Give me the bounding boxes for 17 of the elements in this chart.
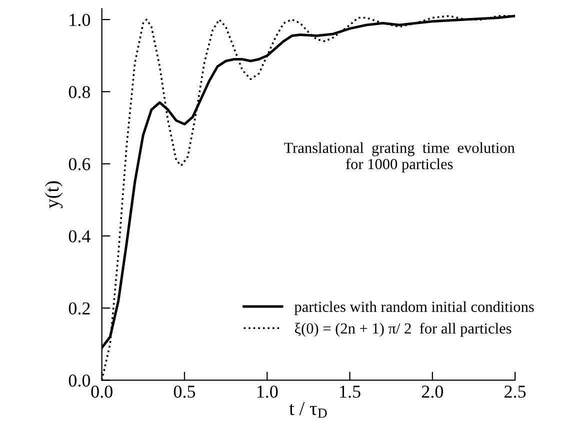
y-axis-title: y(t) — [44, 181, 63, 208]
x-tick-label: 1.0 — [257, 386, 278, 398]
y-tick-label: 0.2 — [68, 302, 90, 315]
y-tick-label: 1.0 — [70, 14, 90, 26]
y-tick-label: 0.8 — [68, 86, 90, 98]
y-tick-label: 0.6 — [68, 158, 90, 170]
legend-label: particles with random initial conditions — [294, 301, 534, 316]
x-axis-title: t / τ$_{D}$ — [289, 402, 327, 418]
annotation: Translational grating time evolution for 1000 particles — [284, 142, 515, 172]
x-tick-label: 2.5 — [504, 386, 526, 398]
x-tick-label: 1.5 — [340, 386, 360, 398]
legend-label: ξ(0) = (2n + 1) π/ 2 for all particles — [294, 322, 512, 337]
x-tick-label: 0.5 — [174, 386, 196, 398]
y-tick-label: 0.0 — [68, 374, 90, 387]
x-tick-label: 0.0 — [91, 386, 112, 398]
y-tick-label: 0.4 — [68, 230, 90, 242]
x-tick-label: 2.0 — [422, 386, 444, 398]
